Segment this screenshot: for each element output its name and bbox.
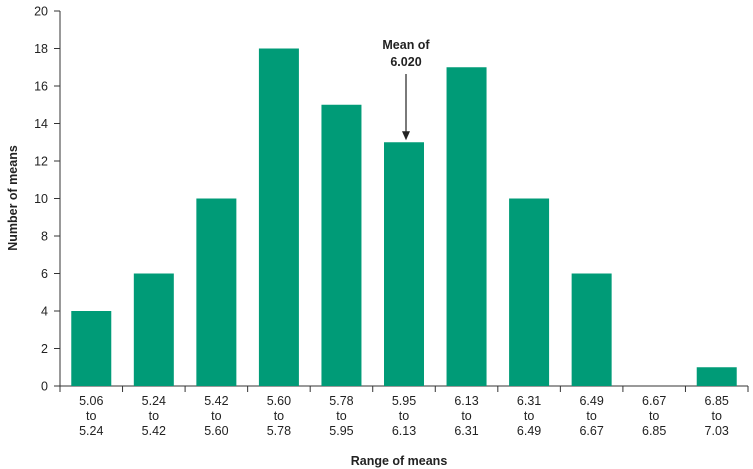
y-tick-label: 6 xyxy=(41,267,48,281)
y-tick-label: 12 xyxy=(34,155,48,169)
bar xyxy=(696,367,737,386)
x-axis: 5.06 to 5.24 5.24 to 5.42 5.42 to 5.60 5.60 to 5.78… xyxy=(59,385,749,438)
bar xyxy=(384,142,424,386)
x-tick-label: 5.24 to 5.42 xyxy=(142,394,166,438)
bar xyxy=(509,198,550,386)
y-tick-label: 14 xyxy=(34,117,48,131)
y-axis-title: Number of means xyxy=(6,145,20,251)
y-tick-label: 0 xyxy=(41,380,48,394)
x-tick-label: 6.49 to 6.67 xyxy=(579,394,603,438)
x-tick-label: 5.42 to 5.60 xyxy=(204,394,228,438)
x-tick-label: 6.67 to 6.85 xyxy=(642,394,666,438)
y-tick-label: 4 xyxy=(41,305,48,319)
x-tick-label: 6.85 to 7.03 xyxy=(705,394,729,438)
bar xyxy=(571,273,612,386)
bar xyxy=(133,273,174,386)
x-tick-label: 5.60 to 5.78 xyxy=(267,394,291,438)
x-tick-label: 6.31 to 6.49 xyxy=(517,394,541,438)
y-tick-label: 8 xyxy=(41,230,48,244)
y-tick-label: 2 xyxy=(41,342,48,356)
bar xyxy=(258,48,299,386)
bar xyxy=(321,104,362,386)
y-tick-label: 18 xyxy=(34,42,48,56)
mean-annotation: Mean of 6.020 xyxy=(382,38,430,141)
x-tick-label: 6.13 to 6.31 xyxy=(454,394,478,438)
annotation-label: Mean of 6.020 xyxy=(382,38,430,69)
bar xyxy=(71,311,112,386)
y-axis: 0 2 4 6 8 10 12 14 16 18 20 xyxy=(34,5,61,394)
x-tick-label: 5.06 to 5.24 xyxy=(79,394,103,438)
annotation-arrow-head xyxy=(402,131,410,141)
x-axis-title: Range of means xyxy=(351,454,448,468)
x-tick-label: 5.95 to 6.13 xyxy=(392,394,416,438)
bar xyxy=(196,198,237,386)
y-tick-label: 10 xyxy=(34,192,48,206)
bar xyxy=(446,67,487,386)
x-tick-label: 5.78 to 5.95 xyxy=(329,394,353,438)
y-tick-label: 16 xyxy=(34,80,48,94)
bars xyxy=(71,48,737,386)
y-tick-label: 20 xyxy=(34,5,48,19)
